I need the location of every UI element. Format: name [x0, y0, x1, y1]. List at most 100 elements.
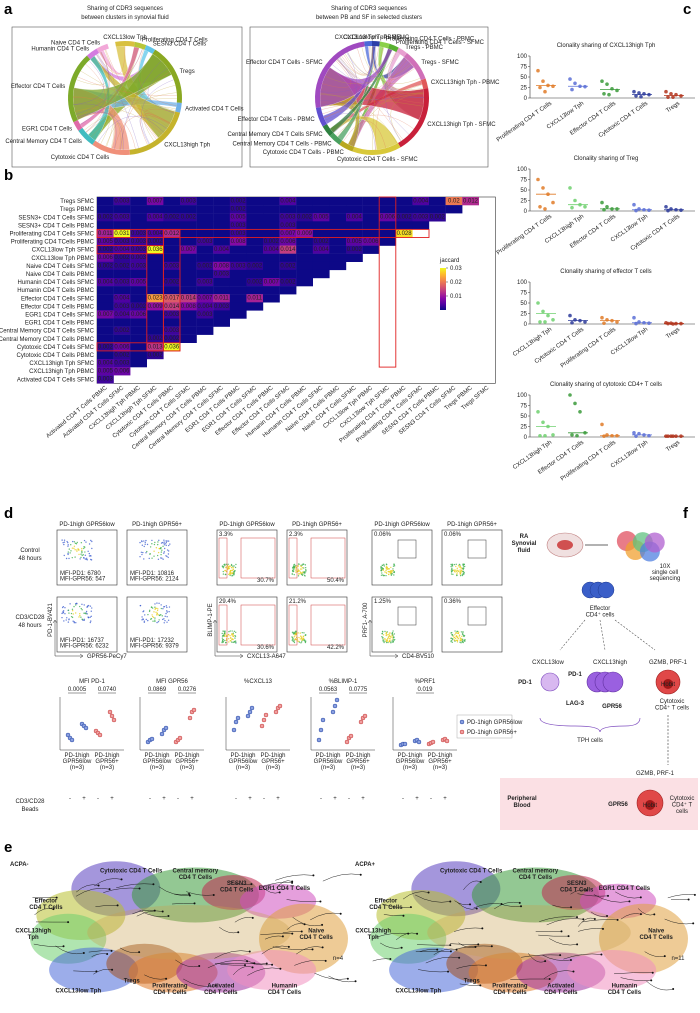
row-label: CXCL13low Tph SFMC	[32, 248, 95, 254]
heatmap-cell	[279, 269, 297, 279]
panel-letter: b	[4, 167, 13, 184]
heatmap-cell	[296, 261, 313, 271]
gzmb-label: GZMB, PRF-1	[649, 660, 688, 666]
event-dot	[63, 620, 65, 622]
group-label: (n=3)	[70, 765, 84, 771]
cell-value: 0.002	[148, 239, 164, 245]
heatmap-cell	[163, 261, 181, 271]
stream-head	[67, 921, 70, 924]
heatmap-cell	[246, 286, 264, 295]
event-dot	[143, 621, 146, 623]
heatmap-cell	[263, 197, 280, 206]
heatmap-cell	[395, 213, 413, 222]
cell-value: 0.004	[114, 312, 130, 318]
chord-sector	[78, 127, 96, 145]
event-dot	[156, 554, 159, 557]
event-dot	[455, 563, 457, 566]
cluster-label: Naive	[648, 929, 665, 935]
row-label: Effector CD4 T Cells SFMC	[21, 296, 95, 302]
cell-value: 0.002	[98, 263, 114, 269]
stream-head	[138, 951, 141, 954]
chord-sector	[129, 111, 181, 155]
heatmap-cell	[412, 221, 430, 230]
heatmap-cell	[312, 237, 330, 246]
streamline	[296, 946, 323, 955]
cluster-label: SESN3	[227, 881, 247, 887]
bead-sign: +	[190, 796, 194, 802]
flow-header: PD-1high GPR56low	[59, 522, 115, 528]
streamline	[417, 944, 451, 946]
summary-dot	[245, 713, 251, 719]
event-dot	[452, 635, 454, 637]
cluster-label: CD4 T Cells	[369, 905, 403, 911]
summary-axes	[139, 697, 204, 751]
chord-thread	[339, 47, 385, 76]
bead-sign: +	[361, 796, 365, 802]
event-dot	[382, 574, 384, 576]
event-dot	[392, 569, 394, 572]
dot	[568, 393, 572, 397]
bead-sign: -	[263, 796, 265, 802]
event-dot	[460, 567, 463, 569]
event-dot	[91, 547, 93, 550]
chord-title: Sharing of CDR3 sequences	[87, 6, 163, 12]
dot	[637, 91, 641, 95]
chord-label: Activated CD4 T Cells	[185, 107, 243, 113]
event-dot	[463, 563, 466, 566]
event-dot	[382, 640, 384, 642]
stream-head	[560, 930, 563, 933]
event-dot	[456, 632, 458, 634]
chord-thread	[141, 79, 174, 144]
event-dot	[72, 613, 74, 615]
heatmap-cell	[395, 205, 413, 214]
chord-thread	[120, 60, 162, 150]
dot	[578, 410, 582, 414]
seq-label: sequencing	[650, 576, 681, 582]
event-dot	[456, 639, 459, 642]
event-dot	[153, 550, 155, 552]
chord-thread	[346, 52, 406, 77]
summary-dot	[263, 712, 269, 718]
event-dot	[385, 572, 388, 574]
chord-label: Effector CD4 T Cells - PBMC	[238, 117, 316, 123]
dot	[543, 89, 547, 94]
event-dot	[69, 603, 71, 605]
event-dot	[164, 615, 166, 618]
event-dot	[231, 569, 233, 571]
heatmap-cell	[329, 245, 347, 254]
event-dot	[299, 570, 301, 573]
heatmap-cell	[97, 245, 114, 254]
streamline	[116, 883, 154, 889]
map-title: ACPA+	[355, 862, 376, 868]
event-dot	[456, 567, 459, 570]
heatmap-cell	[279, 278, 297, 287]
event-dot	[291, 573, 293, 575]
p-value: 0.0869	[148, 687, 167, 693]
y-tick-label: 50	[520, 414, 527, 420]
chord-sector	[144, 45, 156, 54]
stream-head	[253, 962, 256, 965]
heatmap-cell	[362, 229, 380, 238]
event-dot	[80, 556, 82, 559]
event-dot	[301, 631, 303, 634]
group-label: GPR56+	[428, 759, 452, 765]
streamline	[620, 913, 641, 920]
mfi-label: MFI-PD1: 17232	[130, 638, 175, 644]
event-dot	[384, 638, 386, 640]
event-dot	[458, 631, 460, 633]
streamline	[563, 953, 602, 960]
event-dot	[163, 542, 165, 545]
event-dot	[139, 556, 141, 558]
dot	[600, 200, 604, 205]
stream-head	[278, 891, 281, 894]
heatmap-cell	[113, 269, 131, 279]
heatmap-cell	[163, 197, 181, 206]
group-label: PD-1high	[260, 753, 285, 759]
event-dot	[380, 567, 382, 569]
stream-head	[518, 901, 521, 904]
chord-thread	[361, 46, 421, 84]
event-dot	[158, 602, 160, 605]
event-dot	[62, 610, 65, 612]
row-label: CXCL13high Tph PBMC	[29, 369, 95, 375]
event-dot	[84, 546, 86, 548]
